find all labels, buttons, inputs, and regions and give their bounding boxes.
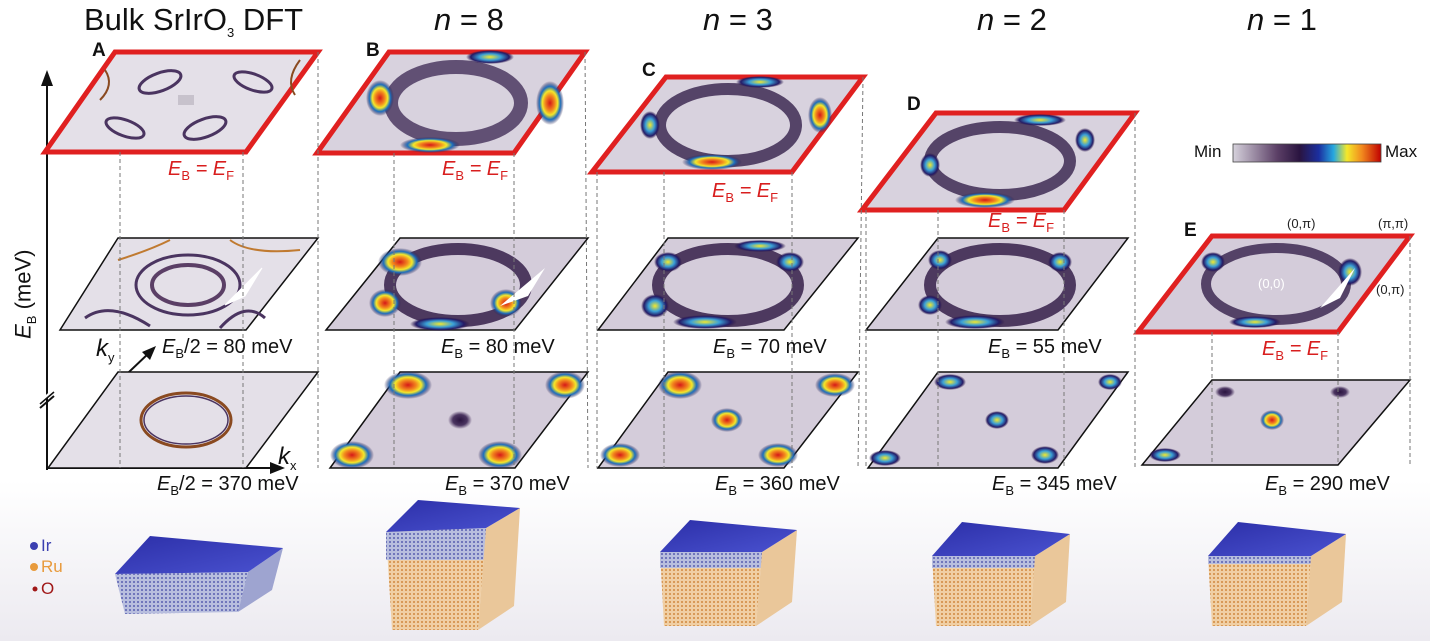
ky-axis-label: ky (96, 335, 115, 365)
energy-axis (39, 70, 55, 470)
crystal-n2 (932, 522, 1070, 626)
panel-label-d: D (907, 94, 921, 115)
n8-low-plane (328, 371, 590, 469)
title-n1: n = 1 (1247, 2, 1317, 37)
bulk-mid-label: EB/2 = 80 meV (162, 336, 293, 361)
n2-mid-label: EB = 55 meV (988, 336, 1102, 361)
crystal-n8 (386, 500, 520, 630)
panel-label-a: A (92, 40, 106, 61)
title-bulk: Bulk SrIrO3 DFT (84, 2, 304, 41)
n2-top-plane (856, 110, 1140, 213)
panel-label-b: B (366, 40, 380, 61)
n1-low-plane (1140, 379, 1412, 466)
title-n2: n = 2 (977, 2, 1047, 37)
ef-label-n1: EB = EF (1262, 338, 1329, 363)
legend-ir: Ir (41, 536, 52, 555)
ef-label-n2: EB = EF (988, 210, 1055, 235)
n2-low-label: EB = 345 meV (992, 473, 1117, 498)
colorbar-min-label: Min (1194, 142, 1222, 161)
bulk-mid-plane (58, 237, 320, 331)
n8-top-plane (312, 49, 590, 156)
n3-mid-plane (596, 237, 860, 331)
hs-label-x-top: (0,π) (1287, 216, 1316, 231)
panel-label-c: C (642, 60, 656, 81)
n8-mid-label: EB = 80 meV (441, 336, 555, 361)
n8-low-label: EB = 370 meV (445, 473, 570, 498)
panel-label-e: E (1184, 220, 1197, 241)
bulk-low-plane (46, 371, 320, 469)
ef-label-n8: EB = EF (442, 158, 509, 183)
legend-ru: Ru (41, 557, 63, 576)
n8-mid-plane (324, 237, 590, 331)
n1-top-plane (1132, 233, 1415, 335)
projection-lines (119, 51, 1411, 469)
n3-low-label: EB = 360 meV (715, 473, 840, 498)
o-dot (32, 586, 38, 592)
bulk-low-label: EB/2 = 370 meV (157, 473, 299, 498)
title-n3: n = 3 (703, 2, 773, 37)
n2-low-plane (866, 371, 1130, 469)
n3-top-plane (586, 74, 868, 175)
energy-axis-label: EB (meV) (10, 249, 39, 339)
legend-o: O (41, 579, 55, 598)
ef-label-bulk: EB = EF (168, 158, 235, 183)
n2-mid-plane (864, 237, 1130, 331)
hs-label-m: (π,π) (1378, 216, 1409, 231)
n3-low-plane (596, 371, 860, 469)
colorbar (1232, 143, 1382, 163)
ef-label-n3: EB = EF (712, 180, 779, 205)
hs-label-gamma: (0,0) (1258, 276, 1285, 291)
crystal-n1 (1208, 522, 1346, 626)
crystal-n3 (660, 520, 797, 626)
n3-mid-label: EB = 70 meV (713, 336, 827, 361)
crystal-bulk (115, 536, 283, 614)
colorbar-max-label: Max (1385, 142, 1418, 161)
title-n8: n = 8 (434, 2, 504, 37)
ru-dot (30, 563, 38, 571)
ir-dot (30, 542, 38, 550)
n1-low-label: EB = 290 meV (1265, 473, 1390, 498)
kx-axis-label: kx (278, 443, 297, 473)
hs-label-x-right: (0,π) (1376, 282, 1405, 297)
bulk-top-plane (40, 49, 323, 155)
